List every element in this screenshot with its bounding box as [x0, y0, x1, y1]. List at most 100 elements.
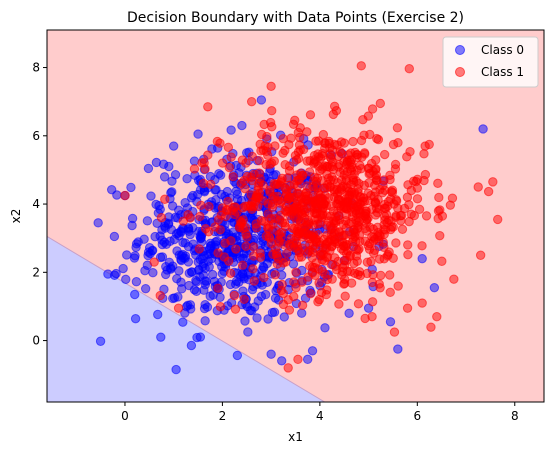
- data-point-class-1: [225, 268, 236, 278]
- data-point-class-1: [149, 257, 159, 267]
- data-point-class-1: [215, 225, 225, 235]
- data-point-class-1: [365, 222, 375, 233]
- data-point-class-1: [217, 158, 228, 168]
- data-point-class-1: [284, 139, 294, 150]
- data-point-class-1: [380, 225, 391, 235]
- data-point-class-1: [355, 160, 365, 171]
- data-point-class-1: [321, 239, 331, 249]
- data-point-class-0: [183, 257, 194, 267]
- data-point-class-0: [212, 236, 222, 246]
- data-point-class-1: [213, 283, 223, 293]
- data-point-class-1: [203, 150, 213, 160]
- data-point-class-0: [189, 156, 200, 166]
- data-point-class-1: [329, 175, 339, 185]
- data-point-class-1: [488, 177, 498, 187]
- data-point-class-0: [165, 236, 175, 246]
- data-point-class-1: [216, 210, 226, 220]
- data-point-class-1: [330, 212, 341, 222]
- data-point-class-1: [382, 251, 393, 261]
- data-point-class-1: [374, 254, 385, 264]
- data-point-class-1: [264, 231, 274, 242]
- legend-box: [442, 36, 539, 88]
- data-point-class-1: [409, 210, 420, 221]
- data-points: [93, 61, 503, 375]
- data-point-class-0: [142, 216, 153, 226]
- data-point-class-0: [204, 262, 214, 272]
- data-point-class-1: [355, 236, 365, 246]
- data-point-class-1: [406, 185, 417, 196]
- data-point-class-1: [239, 294, 249, 304]
- data-point-class-1: [237, 260, 248, 270]
- data-point-class-1: [230, 304, 241, 314]
- data-point-class-1: [399, 203, 410, 214]
- plot-area: [47, 30, 544, 402]
- data-point-class-0: [197, 254, 208, 264]
- data-point-class-0: [109, 231, 120, 242]
- data-point-class-1: [420, 141, 430, 151]
- x-axis-ticks: 0 2 4 6 8: [121, 402, 519, 423]
- data-point-class-1: [493, 214, 503, 225]
- data-point-class-1: [420, 169, 431, 180]
- x-tick-label: 4: [316, 409, 324, 423]
- data-point-class-1: [389, 327, 400, 337]
- x-tick-label: 6: [413, 409, 421, 423]
- data-point-class-1: [375, 98, 386, 109]
- data-point-class-0: [146, 191, 156, 201]
- data-point-class-1: [278, 288, 288, 299]
- data-point-class-0: [232, 189, 242, 199]
- data-point-class-0: [95, 336, 106, 346]
- x-axis-label: x1: [288, 430, 303, 444]
- data-point-class-0: [188, 190, 198, 201]
- data-point-class-1: [248, 242, 259, 252]
- data-point-class-0: [171, 364, 181, 375]
- data-point-class-1: [293, 208, 304, 218]
- data-point-class-1: [379, 242, 389, 253]
- data-point-class-1: [349, 258, 359, 269]
- data-point-class-1: [432, 311, 442, 322]
- data-point-class-1: [362, 257, 373, 267]
- legend-marker-class-0: [455, 45, 465, 55]
- data-point-class-1: [267, 202, 278, 213]
- data-point-class-1: [426, 322, 436, 332]
- data-point-class-1: [360, 149, 370, 159]
- data-point-class-1: [235, 221, 245, 231]
- data-point-class-1: [250, 197, 260, 207]
- data-point-class-1: [229, 290, 240, 301]
- data-point-class-0: [163, 219, 174, 230]
- data-point-class-0: [176, 277, 186, 287]
- data-point-class-0: [157, 252, 168, 262]
- data-point-class-0: [93, 218, 103, 228]
- data-point-class-1: [215, 138, 225, 148]
- data-point-class-1: [315, 249, 325, 260]
- legend: Class 0 Class 1: [442, 36, 539, 88]
- data-point-class-1: [360, 313, 370, 324]
- legend-label-class-1: Class 1: [481, 65, 524, 79]
- data-point-class-1: [278, 133, 288, 144]
- data-point-class-1: [340, 216, 351, 226]
- data-point-class-1: [302, 127, 312, 137]
- data-point-class-1: [195, 211, 205, 222]
- data-point-class-0: [122, 250, 132, 260]
- data-point-class-1: [371, 170, 382, 180]
- data-point-class-1: [247, 151, 257, 162]
- data-point-class-1: [293, 147, 304, 157]
- data-point-class-1: [345, 251, 355, 262]
- data-point-class-1: [353, 299, 364, 309]
- data-point-class-1: [380, 185, 390, 196]
- data-point-class-1: [437, 256, 447, 266]
- data-point-class-0: [200, 316, 210, 326]
- data-point-class-1: [403, 240, 413, 250]
- data-point-class-1: [329, 101, 340, 111]
- data-point-class-1: [402, 152, 412, 162]
- data-point-class-1: [379, 149, 390, 160]
- y-tick-label: 4: [32, 197, 40, 211]
- data-point-class-1: [267, 106, 277, 116]
- data-point-class-1: [395, 211, 406, 221]
- y-tick-label: 0: [32, 334, 40, 348]
- data-point-class-1: [282, 248, 292, 258]
- data-point-class-1: [433, 178, 443, 189]
- data-point-class-1: [304, 167, 315, 177]
- data-point-class-0: [155, 204, 165, 215]
- data-point-class-1: [414, 204, 425, 215]
- data-point-class-1: [417, 298, 427, 308]
